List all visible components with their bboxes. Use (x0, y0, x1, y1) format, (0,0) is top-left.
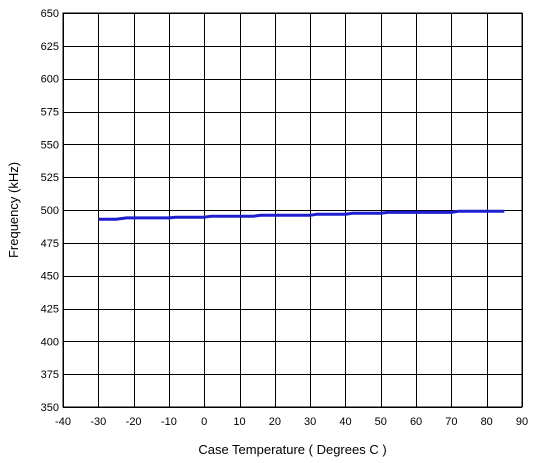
x-tick-label: 80 (481, 416, 493, 428)
x-tick-label: 90 (516, 416, 528, 428)
y-tick-label: 450 (41, 271, 59, 283)
x-tick-label: 10 (233, 416, 245, 428)
grid-lines (63, 13, 523, 408)
y-tick-label: 375 (41, 369, 59, 381)
x-tick-label: 60 (410, 416, 422, 428)
y-tick-label: 600 (41, 74, 59, 86)
y-tick-label: 550 (41, 139, 59, 151)
x-tick-label: 50 (375, 416, 387, 428)
y-tick-label: 500 (41, 205, 59, 217)
x-tick-label: 20 (269, 416, 281, 428)
x-axis-title: Case Temperature ( Degrees C ) (198, 442, 386, 457)
plot-frame (62, 12, 523, 408)
x-tick-label: 70 (445, 416, 457, 428)
y-axis-tick-labels: 350 375 400 425 450 475 500 525 550 575 600 625 650 (41, 8, 59, 414)
y-tick-label: 650 (41, 8, 59, 20)
y-tick-label: 350 (41, 402, 59, 414)
y-tick-label: 575 (41, 107, 59, 119)
x-tick-label: -20 (126, 416, 142, 428)
x-tick-label: -30 (90, 416, 106, 428)
x-tick-label: 40 (339, 416, 351, 428)
x-tick-label: 0 (201, 416, 207, 428)
y-axis-title: Frequency (kHz) (6, 162, 21, 258)
y-tick-label: 625 (41, 41, 59, 53)
x-axis-tick-labels: -40 -30 -20 -10 0 10 20 30 40 50 60 70 80 90 (55, 416, 528, 428)
y-tick-label: 425 (41, 304, 59, 316)
y-tick-label: 525 (41, 172, 59, 184)
y-tick-label: 475 (41, 238, 59, 250)
x-tick-label: 30 (304, 416, 316, 428)
series-layer (98, 209, 505, 221)
x-tick-label: -10 (161, 416, 177, 428)
series-line (98, 209, 505, 221)
y-tick-label: 400 (41, 336, 59, 348)
x-tick-label: -40 (55, 416, 71, 428)
